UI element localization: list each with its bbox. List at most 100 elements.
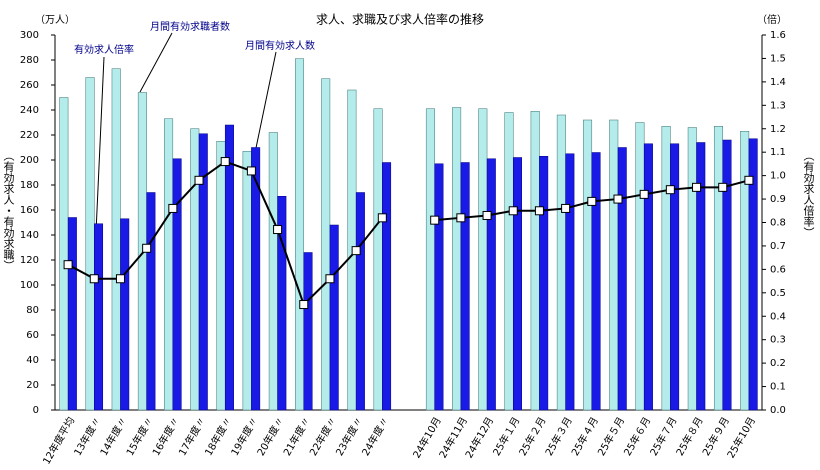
y2-tick-label: 1.6 — [770, 30, 786, 41]
bar — [609, 119, 619, 411]
bar — [460, 162, 470, 411]
ratio-marker — [718, 182, 728, 192]
y2-tick-label: 1.3 — [770, 100, 786, 111]
leader-line — [255, 51, 277, 149]
bar — [216, 141, 226, 411]
bar — [635, 122, 645, 411]
ratio-marker — [273, 225, 283, 235]
y-tick-label: 40 — [26, 355, 39, 366]
y2-tick-label: 0.6 — [770, 264, 786, 275]
bar — [295, 58, 305, 411]
y-tick-label: 80 — [26, 305, 39, 316]
y-tick-label: 300 — [20, 30, 39, 41]
y-tick-label: 0 — [33, 405, 39, 416]
ratio-marker — [692, 182, 702, 192]
y2-tick-label: 1.1 — [770, 147, 786, 158]
y-tick-label: 160 — [20, 205, 39, 216]
bar — [530, 111, 540, 411]
bar — [172, 158, 182, 411]
ratio-marker — [456, 213, 466, 223]
bar — [556, 114, 566, 411]
y2-tick-label: 1.0 — [770, 171, 786, 182]
y2-tick-label: 1.5 — [770, 53, 786, 64]
ratio-marker — [142, 243, 152, 253]
ratio-marker — [194, 175, 204, 185]
bar — [277, 196, 287, 411]
y-tick-label: 120 — [20, 255, 39, 266]
ratio-marker — [665, 185, 675, 195]
ratio-marker — [63, 260, 73, 270]
y2-tick-label: 0.1 — [770, 382, 786, 393]
bar — [661, 126, 671, 411]
ratio-marker — [220, 157, 230, 167]
ratio-marker — [613, 194, 623, 204]
ratio-marker — [744, 175, 754, 185]
y2-tick-label: 0.5 — [770, 288, 786, 299]
ratio-marker — [561, 203, 571, 213]
y2-tick-label: 0.0 — [770, 405, 786, 416]
y2-tick-label: 0.9 — [770, 194, 786, 205]
bar — [478, 108, 488, 411]
ratio-marker — [377, 213, 387, 223]
bar — [321, 78, 331, 411]
y-tick-label: 240 — [20, 105, 39, 116]
bar — [303, 252, 313, 411]
bar — [382, 162, 392, 411]
bar — [643, 143, 653, 411]
bar — [425, 108, 435, 411]
bar — [722, 139, 732, 411]
bar — [434, 163, 444, 411]
ratio-marker — [587, 196, 597, 206]
y-tick-label: 200 — [20, 155, 39, 166]
series-annotation: 月間有効求職者数 — [150, 20, 230, 33]
bar — [120, 218, 130, 411]
ratio-marker — [534, 206, 544, 216]
y-tick-label: 60 — [26, 330, 39, 341]
ratio-marker — [325, 274, 335, 284]
bar — [539, 156, 549, 411]
bar — [268, 132, 278, 411]
bar — [565, 153, 575, 411]
ratio-marker — [482, 210, 492, 220]
bar — [512, 157, 522, 411]
bar — [224, 124, 234, 411]
y2-tick-label: 0.4 — [770, 311, 786, 322]
y2-tick-label: 1.4 — [770, 77, 786, 88]
bar — [242, 151, 252, 411]
chart-title: 求人、求職及び求人倍率の推移 — [316, 12, 484, 27]
y-tick-label: 220 — [20, 130, 39, 141]
y-tick-label: 180 — [20, 180, 39, 191]
bar — [67, 217, 77, 411]
ratio-marker — [89, 274, 99, 284]
bar — [146, 192, 156, 411]
series-annotation: 有効求人倍率 — [74, 43, 134, 56]
bar — [748, 138, 758, 411]
bar — [85, 77, 95, 411]
ratio-marker — [246, 166, 256, 176]
y-tick-label: 260 — [20, 80, 39, 91]
bar — [670, 143, 680, 411]
bar — [617, 147, 627, 411]
series-annotation: 月間有効求人数 — [245, 39, 315, 52]
y2-unit: （倍） — [757, 13, 787, 26]
bar — [373, 108, 383, 411]
y-axis-label: （有効求人・有効求職） — [2, 150, 15, 271]
x-tick-label: 12年度平均 — [40, 415, 78, 467]
bar — [198, 133, 208, 411]
bar — [591, 152, 601, 411]
bar — [164, 118, 174, 411]
y2-tick-label: 1.2 — [770, 124, 786, 135]
bar — [486, 158, 496, 411]
ratio-marker — [351, 246, 361, 256]
bar — [713, 126, 723, 411]
y-tick-label: 140 — [20, 230, 39, 241]
bar — [111, 68, 121, 411]
y-tick-label: 280 — [20, 55, 39, 66]
y-tick-label: 20 — [26, 380, 39, 391]
bar — [59, 97, 69, 411]
bar — [329, 224, 339, 411]
bar — [251, 147, 261, 411]
y2-tick-label: 0.3 — [770, 335, 786, 346]
ratio-marker — [299, 300, 309, 310]
